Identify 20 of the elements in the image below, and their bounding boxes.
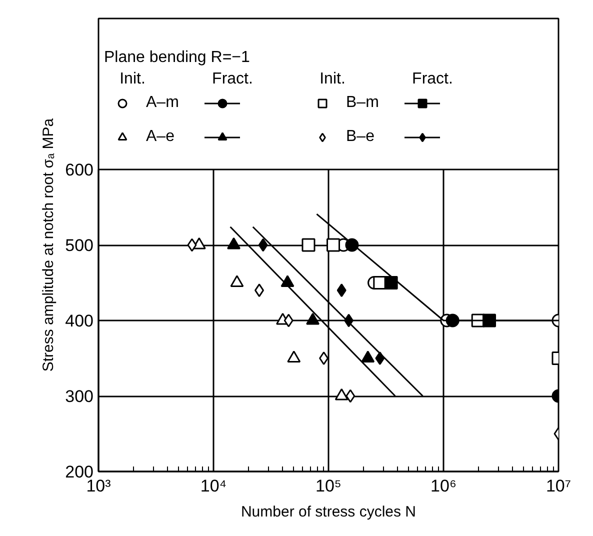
y-tick-label: 300 [65,387,94,406]
x-axis-title: Number of stress cycles N [240,504,416,520]
legend-title: Plane bending R=−1 [104,49,251,67]
x-tick-label: 10³ [86,476,112,496]
text: Fract. [212,70,253,88]
legend-label: B–e [346,127,376,147]
legend-label: B–m [346,93,380,113]
x-tick-label: 10⁷ [546,476,572,496]
x-tick-label: 10⁵ [316,476,342,496]
text: Init. [120,70,146,88]
y-tick-label: 600 [65,160,94,180]
text: Init. [320,70,346,88]
x-tick-label: 10⁶ [430,476,456,496]
y-tick-label: 500 [65,236,94,255]
legend-label: A–m [146,93,180,113]
y-tick-label: 400 [65,312,94,330]
x-tick-label: 10⁴ [200,476,227,496]
y-axis-title: Stress amplitude at notch root σₐ MPa [40,118,58,372]
text: Fract. [412,70,453,88]
legend-label: A–e [146,127,176,147]
